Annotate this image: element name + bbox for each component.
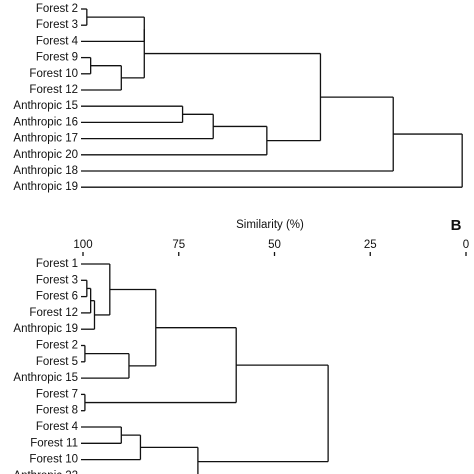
leaf-label: Forest 8 bbox=[36, 405, 78, 417]
leaf-label: Forest 10 bbox=[29, 454, 78, 466]
leaf-label: Forest 9 bbox=[36, 52, 78, 64]
leaf-label: Forest 5 bbox=[36, 356, 78, 368]
leaf-label: Forest 10 bbox=[29, 68, 78, 80]
x-tick-label: 0 bbox=[463, 239, 469, 251]
leaf-label: Anthropic 15 bbox=[13, 100, 78, 112]
leaf-label: Forest 3 bbox=[36, 19, 78, 31]
leaf-label: Forest 11 bbox=[30, 437, 78, 449]
leaf-label: Anthropic 15 bbox=[13, 372, 78, 384]
leaf-label: Forest 1 bbox=[36, 258, 78, 270]
axis-title: Similarity (%) bbox=[236, 219, 304, 231]
leaf-label: Forest 4 bbox=[36, 35, 79, 47]
leaf-label: Forest 6 bbox=[36, 291, 78, 303]
leaf-label: Forest 2 bbox=[36, 3, 78, 15]
leaf-label: Forest 7 bbox=[36, 388, 78, 400]
x-tick-label: 100 bbox=[73, 239, 92, 251]
x-tick-label: 75 bbox=[172, 239, 185, 251]
x-tick-label: 50 bbox=[268, 239, 281, 251]
leaf-label: Forest 12 bbox=[29, 307, 78, 319]
leaf-label: Anthropic 16 bbox=[13, 116, 78, 128]
leaf-label: Forest 3 bbox=[36, 274, 78, 286]
leaf-label: Anthropic 19 bbox=[13, 323, 78, 335]
leaf-label: Anthropic 20 bbox=[13, 149, 78, 161]
leaf-label: Anthropic 19 bbox=[13, 181, 78, 193]
leaf-label: Anthropic 17 bbox=[13, 133, 78, 145]
leaf-label: Forest 2 bbox=[36, 340, 78, 352]
x-tick-label: 25 bbox=[364, 239, 377, 251]
panel-label: B bbox=[451, 217, 462, 234]
leaf-label: Anthropic 18 bbox=[13, 165, 78, 177]
leaf-label: Forest 4 bbox=[36, 421, 79, 433]
leaf-label: Forest 12 bbox=[29, 84, 78, 96]
leaf-label: Anthropic 22 bbox=[13, 470, 78, 474]
